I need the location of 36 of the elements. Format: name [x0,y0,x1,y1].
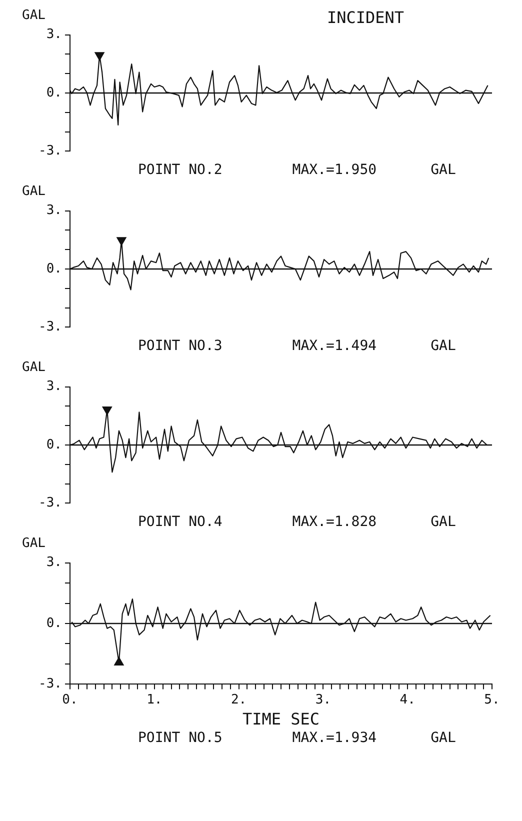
text: MAX.=1.950 [292,162,377,180]
y-tick-label: 3. [46,27,62,42]
chart-title: INCIDENT [326,8,405,27]
y-tick-label: 3. [46,379,62,394]
y-axis-title: GAL [21,8,46,24]
text: POINT NO.3 [138,338,222,356]
y-tick-label: 0. [46,85,62,100]
text: MAX.=1.494 [292,338,377,356]
y-tick-label: -3. [38,676,62,692]
text: GAL [430,338,456,356]
text: POINT NO.2 [138,162,222,180]
x-tick-label: 1. [146,692,162,708]
y-axis-title: GAL [21,536,46,552]
x-tick-label: 4. [400,692,416,708]
text: MAX.=1.828 [292,514,377,532]
y-tick-label: 0. [46,616,62,631]
text: GAL [430,162,456,180]
y-tick-label: -3. [38,320,62,335]
x-axis-title: TIME SEC [242,710,320,729]
y-axis-title: GAL [21,184,46,200]
y-axis-title: GAL [21,360,46,376]
x-tick-label: 5. [484,692,500,708]
text: POINT NO.4 [138,514,222,532]
text: MAX.=1.934 [292,730,377,748]
text: GAL [430,514,456,532]
y-tick-label: -3. [38,496,62,511]
y-tick-label: 3. [46,203,62,218]
y-tick-label: -3. [38,144,62,159]
x-tick-label: 2. [230,692,247,708]
y-tick-label: 3. [46,555,62,570]
text: GAL [430,730,456,748]
y-tick-label: 0. [46,261,62,276]
x-tick-label: 0. [62,692,78,708]
text: POINT NO.5 [138,730,222,748]
y-tick-label: 0. [46,437,62,452]
x-tick-label: 3. [315,692,332,708]
